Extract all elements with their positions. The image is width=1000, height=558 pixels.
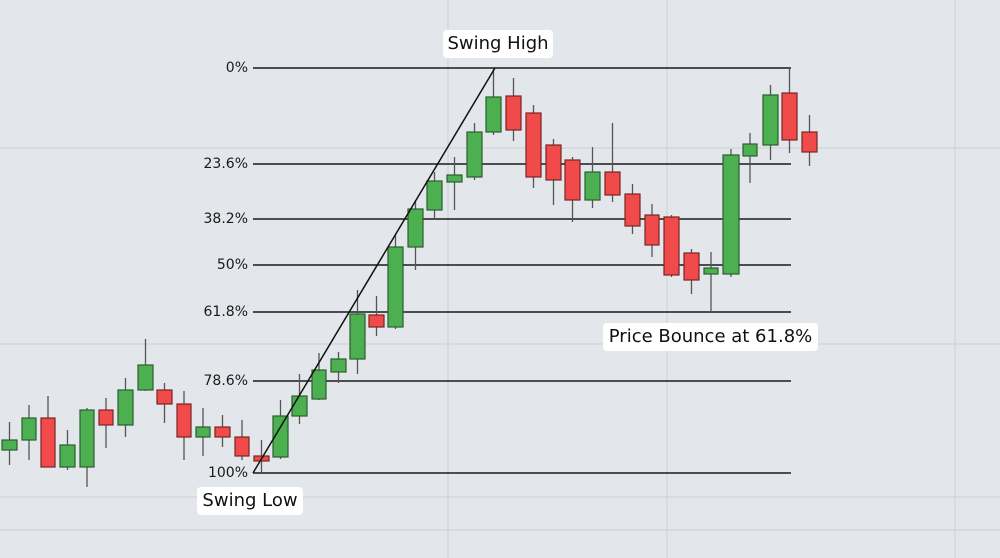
bearish-candle: [644, 214, 660, 246]
fib-level-label: 100%: [207, 465, 248, 481]
fib-level-label: 78.6%: [203, 373, 248, 389]
bullish-candle: [742, 143, 758, 157]
bullish-candle: [117, 389, 134, 426]
fib-level-label: 0%: [225, 60, 248, 76]
bearish-candle: [604, 171, 621, 196]
bullish-candle: [272, 415, 289, 458]
bearish-candle: [663, 216, 680, 276]
bullish-candle: [330, 358, 347, 373]
bullish-candle: [59, 444, 76, 468]
bearish-candle: [801, 131, 818, 153]
bullish-candle: [762, 94, 779, 146]
bearish-candle: [781, 92, 798, 141]
bullish-candle: [446, 174, 463, 183]
bearish-candle: [505, 95, 522, 131]
bearish-candle: [525, 112, 542, 178]
bullish-candle: [466, 131, 483, 178]
bullish-candle: [722, 154, 740, 275]
fib-level-label: 61.8%: [203, 304, 248, 320]
fib-level-label: 23.6%: [203, 156, 248, 172]
fib-level-label: 38.2%: [203, 211, 248, 227]
bullish-candle: [407, 208, 424, 248]
bullish-candle: [349, 313, 366, 360]
bearish-candle: [176, 403, 192, 438]
bearish-candle: [156, 389, 173, 405]
bearish-candle: [234, 436, 250, 457]
bearish-candle: [98, 409, 114, 426]
bearish-candle: [624, 193, 641, 227]
bullish-candle: [137, 364, 154, 391]
bearish-candle: [564, 159, 581, 201]
bullish-candle: [485, 96, 502, 133]
bullish-candle: [387, 246, 404, 328]
fib-trend-line: [252, 67, 496, 474]
bearish-candle: [683, 252, 700, 281]
bearish-candle: [214, 426, 231, 438]
bullish-candle: [703, 267, 719, 275]
bullish-candle: [426, 180, 443, 211]
bearish-candle: [368, 314, 385, 328]
bullish-candle: [21, 417, 37, 441]
bullish-candle: [195, 426, 211, 438]
bullish-candle: [1, 439, 18, 451]
price-bounce-callout: Price Bounce at 61.8%: [603, 323, 818, 351]
swing-low-callout: Swing Low: [197, 487, 303, 515]
bullish-candle: [311, 369, 327, 400]
bearish-candle: [545, 144, 562, 181]
bearish-candle: [40, 417, 56, 468]
bullish-candle: [584, 171, 601, 201]
bullish-candle: [79, 409, 95, 468]
swing-high-callout: Swing High: [443, 30, 553, 58]
fib-level-label: 50%: [216, 257, 248, 273]
bullish-candle: [291, 395, 308, 417]
